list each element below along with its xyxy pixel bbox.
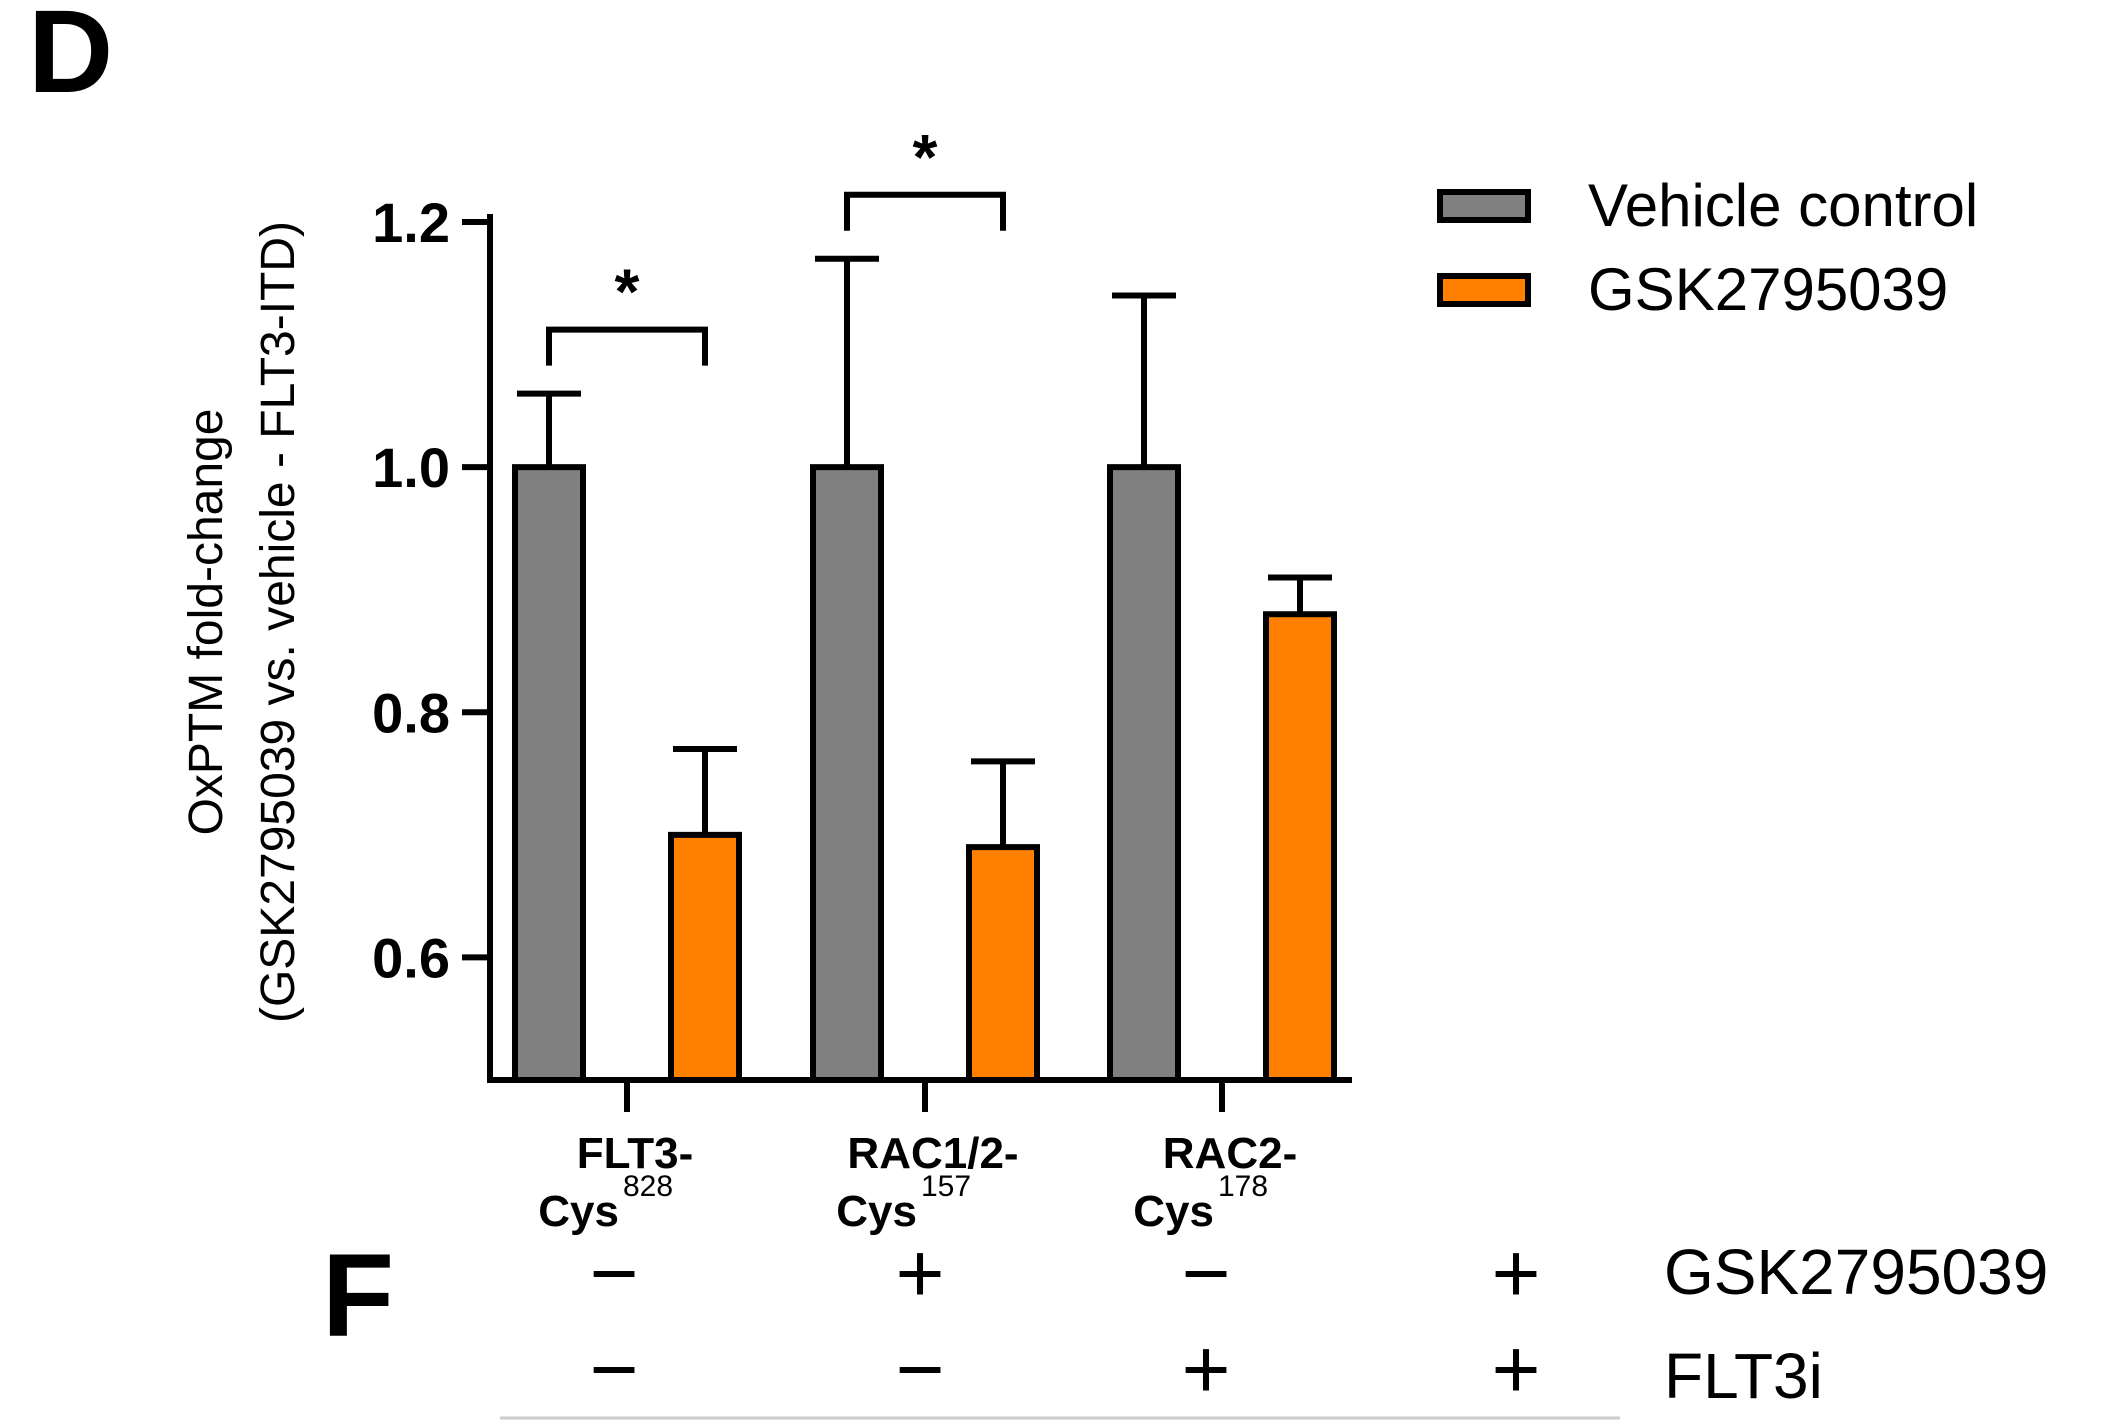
bar-gsk <box>966 844 1040 1083</box>
legend-label-gsk: GSK2795039 <box>1588 256 1948 323</box>
condition-table: − + − + GSK2795039− − + + FLT3i <box>589 1226 2048 1416</box>
x-category-label-line2: Cys <box>538 1187 619 1236</box>
panel-letter-d: D <box>28 0 113 118</box>
significance-bracket <box>546 326 708 366</box>
x-category-label-superscript: 828 <box>623 1170 673 1203</box>
y-axis-label-line1: OxPTM fold-change <box>180 409 233 836</box>
y-tick-label: 0.8 <box>372 681 450 744</box>
legend-swatch-gsk <box>1437 273 1531 307</box>
bar-vehicle <box>1107 464 1181 1083</box>
condition-plus: + <box>895 1226 944 1320</box>
condition-plus: + <box>1491 1322 1540 1416</box>
x-category-label-line2: Cys <box>836 1187 917 1236</box>
x-category-label-superscript: 157 <box>921 1170 971 1203</box>
y-tick-label: 1.0 <box>372 436 450 499</box>
bar-vehicle <box>810 464 884 1083</box>
x-category-label-superscript: 178 <box>1218 1170 1268 1203</box>
legend-label-vehicle: Vehicle control <box>1588 172 1978 239</box>
y-axis-label: OxPTM fold-change (GSK2795039 vs. vehicl… <box>180 221 305 1023</box>
condition-plus: + <box>1491 1226 1540 1320</box>
significance-bracket <box>844 191 1006 231</box>
condition-minus: − <box>895 1322 944 1416</box>
y-tick-label: 1.2 <box>372 191 450 254</box>
x-category-label-line1: RAC2- <box>1163 1129 1297 1178</box>
legend-swatch-vehicle <box>1437 189 1531 223</box>
condition-minus: − <box>589 1322 638 1416</box>
condition-label: FLT3i <box>1664 1340 1823 1412</box>
significance-star: * <box>913 121 938 193</box>
legend: Vehicle control GSK2795039 <box>1437 172 1978 323</box>
condition-minus: − <box>589 1226 638 1320</box>
bar-vehicle <box>512 464 586 1083</box>
panel-letter-f: F <box>322 1230 394 1362</box>
bar-gsk <box>1263 611 1337 1083</box>
axes: 0.6 0.8 1.0 1.2 <box>372 191 1352 1083</box>
significance-star: * <box>615 256 640 328</box>
condition-minus: − <box>1181 1226 1230 1320</box>
bar-gsk <box>668 831 742 1083</box>
y-tick-label: 0.6 <box>372 926 450 989</box>
y-axis-label-line2: (GSK2795039 vs. vehicle - FLT3-ITD) <box>252 221 305 1023</box>
bars <box>512 255 1337 1112</box>
x-category-label-line1: RAC1/2- <box>847 1129 1018 1178</box>
condition-plus: + <box>1181 1322 1230 1416</box>
x-category-label-line1: FLT3- <box>577 1129 694 1178</box>
significance-markers: ** <box>546 121 1006 366</box>
condition-label: GSK2795039 <box>1664 1236 2048 1308</box>
x-category-label-line2: Cys <box>1133 1187 1214 1236</box>
